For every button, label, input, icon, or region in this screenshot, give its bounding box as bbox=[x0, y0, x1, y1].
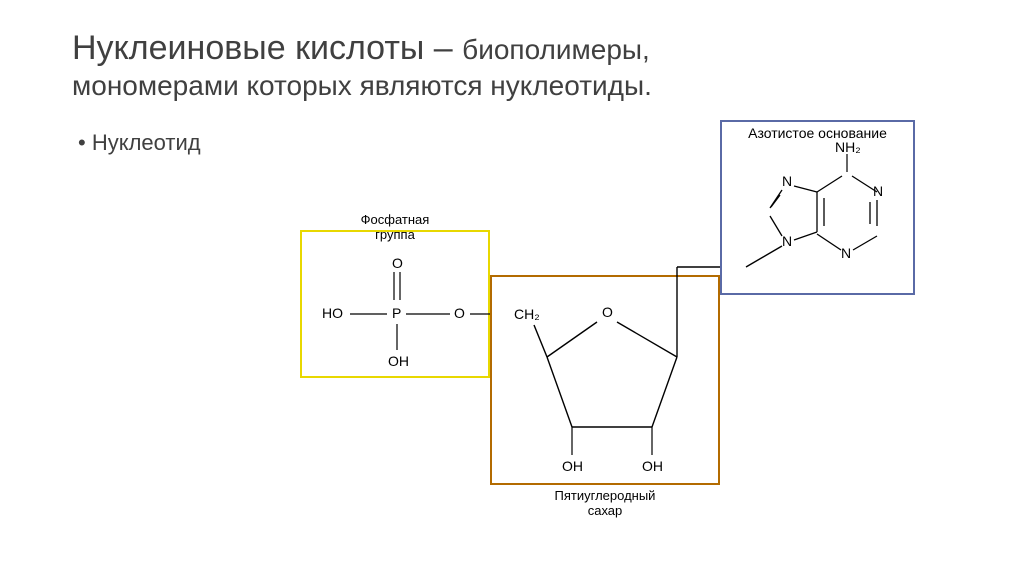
svg-text:N: N bbox=[782, 173, 792, 189]
svg-text:OH: OH bbox=[388, 353, 409, 369]
svg-text:O: O bbox=[602, 304, 613, 320]
svg-text:CH₂: CH₂ bbox=[514, 306, 540, 322]
svg-text:N: N bbox=[873, 183, 883, 199]
slide-title: Нуклеиновые кислоты – биополимеры, моном… bbox=[72, 28, 952, 102]
svg-text:NH₂: NH₂ bbox=[835, 139, 861, 155]
title-main: Нуклеиновые кислоты – bbox=[72, 29, 462, 67]
svg-text:P: P bbox=[392, 305, 401, 321]
base-structure: N N N N NH₂ bbox=[722, 122, 917, 297]
phosphate-structure: P O HO OH O bbox=[302, 232, 492, 380]
base-box: Азотистое основание bbox=[720, 120, 915, 295]
sugar-label: Пятиуглеродный сахар bbox=[492, 488, 718, 519]
svg-text:OH: OH bbox=[642, 458, 663, 474]
svg-text:OH: OH bbox=[562, 458, 583, 474]
svg-text:HO: HO bbox=[322, 305, 343, 321]
svg-text:O: O bbox=[454, 305, 465, 321]
svg-text:N: N bbox=[782, 233, 792, 249]
svg-text:N: N bbox=[841, 245, 851, 261]
title-sub: биополимеры, bbox=[462, 34, 650, 65]
nucleotide-diagram: Фосфатная группа P O HO OH O Пятиуглерод… bbox=[300, 120, 940, 520]
svg-text:O: O bbox=[392, 255, 403, 271]
sugar-structure: CH₂ O OH OH bbox=[492, 277, 722, 487]
title-line2: мономерами которых являются нуклеотиды. bbox=[72, 69, 952, 103]
sugar-box: Пятиуглеродный сахар CH₂ O OH OH bbox=[490, 275, 720, 485]
phosphate-box: Фосфатная группа P O HO OH O bbox=[300, 230, 490, 378]
